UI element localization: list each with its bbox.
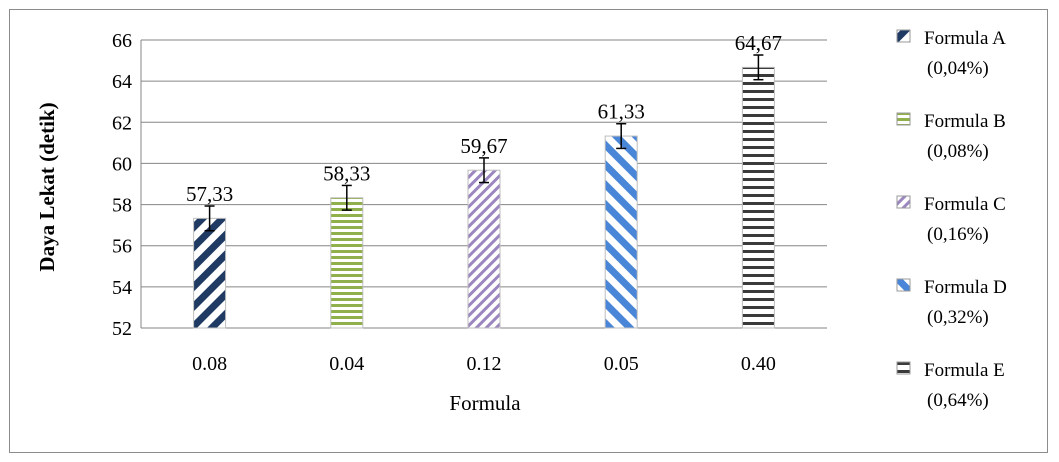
y-tick-label: 58 [112,195,132,217]
bar [330,197,364,329]
bar-chart: 52 54 56 58 60 62 64 66 57,33 58,33 59,67 61,33 64,… [35,28,1007,415]
x-tick-label: 0.05 [604,353,639,375]
legend-item: Formula A (0,04%) [896,28,1006,79]
x-tick-labels: 0.08 0.04 0.12 0.05 0.40 [192,353,776,375]
legend-swatch [896,361,911,375]
legend-swatch [896,29,911,43]
legend-sublabel: (0,16%) [927,224,989,245]
x-tick-label: 0.12 [467,353,502,375]
bar [741,66,775,329]
legend-item: Formula B (0,08%) [896,111,1006,162]
x-tick-label: 0.40 [741,353,776,375]
legend-sublabel: (0,64%) [927,390,989,411]
y-tick-label: 64 [112,71,132,93]
error-bar [479,157,489,184]
data-labels: 57,33 58,33 59,67 61,33 64,67 [186,31,782,206]
y-tick-label: 62 [112,112,132,134]
legend-item: Formula D (0,32%) [896,277,1007,328]
legend: Formula A(0,04%)Formula B(0,08%)Formula … [896,28,1007,411]
legend-label: Formula B [924,111,1006,132]
y-tick-label: 66 [112,30,132,52]
x-axis-title: Formula [449,391,521,415]
y-tick-labels: 52 54 56 58 60 62 64 66 [112,30,132,340]
x-tick-label: 0.08 [192,353,227,375]
data-label: 64,67 [735,31,782,55]
y-tick-label: 52 [112,318,132,340]
legend-swatch [896,112,911,126]
y-tick-label: 54 [112,277,132,299]
error-bar [341,184,352,211]
legend-sublabel: (0,32%) [927,307,989,328]
bar [467,169,501,329]
legend-swatch [896,278,911,292]
legend-label: Formula A [924,28,1006,49]
error-bar [753,54,764,81]
data-label: 61,33 [598,100,645,124]
error-bars [204,54,764,232]
legend-label: Formula D [924,277,1007,298]
bar [193,217,227,329]
legend-swatch [896,195,911,209]
data-label: 57,33 [186,182,233,206]
legend-label: Formula E [924,360,1005,381]
error-bar [616,122,627,150]
data-label: 59,67 [460,134,507,158]
x-tick-label: 0.04 [329,353,364,375]
legend-sublabel: (0,08%) [927,141,989,162]
legend-item: Formula C (0,16%) [896,194,1006,245]
legend-label: Formula C [924,194,1006,215]
y-axis-title: Daya Lekat (detik) [35,102,59,271]
y-tick-label: 60 [112,153,132,175]
legend-sublabel: (0,04%) [927,58,989,79]
bars [193,66,775,329]
chart-frame: 52 54 56 58 60 62 64 66 57,33 58,33 59,67 61,33 64,… [9,9,1048,453]
error-bar [204,205,215,232]
data-label: 58,33 [323,161,370,185]
legend-item: Formula E (0,64%) [896,360,1005,411]
bar [604,135,638,329]
y-tick-label: 56 [112,236,132,258]
